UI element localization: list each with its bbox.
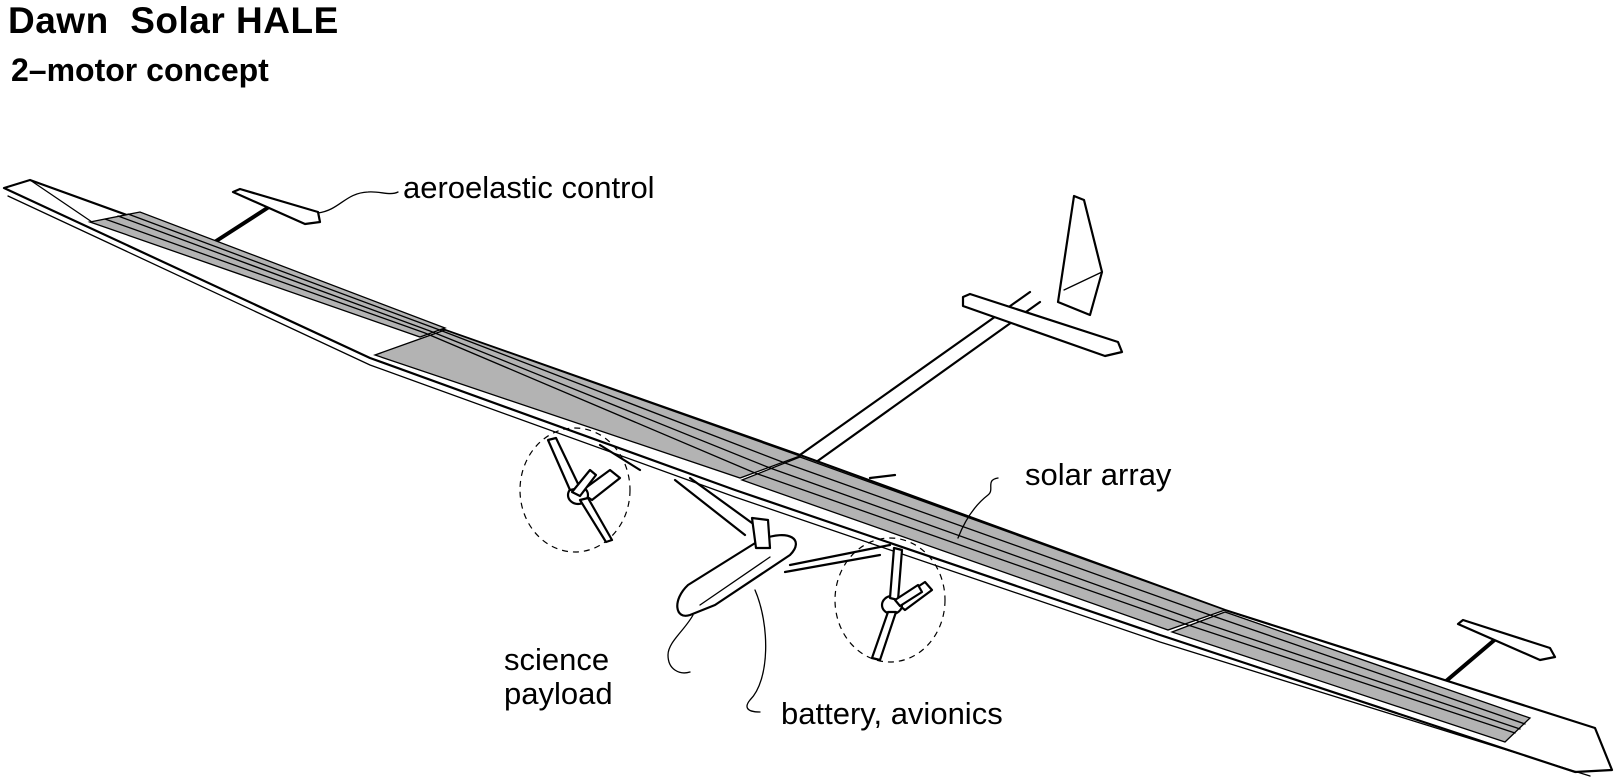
vertical-fin bbox=[1056, 194, 1104, 317]
solar-array-label: solar array bbox=[1025, 457, 1172, 492]
left-propeller bbox=[519, 427, 631, 553]
struts bbox=[598, 443, 897, 574]
science-payload-label: science payload bbox=[504, 642, 613, 711]
aeroelastic-control-left bbox=[208, 187, 322, 247]
horizontal-tail bbox=[961, 292, 1124, 358]
leader-lines bbox=[317, 191, 999, 713]
right-propeller bbox=[834, 537, 946, 663]
tail-boom bbox=[788, 290, 1042, 472]
aeroelastic-control-label: aeroelastic control bbox=[403, 170, 655, 205]
diagram-subtitle: 2–motor concept bbox=[11, 52, 269, 88]
solar-array bbox=[87, 211, 1532, 743]
battery-avionics-label: battery, avionics bbox=[781, 696, 1003, 731]
diagram-title: Dawn Solar HALE bbox=[8, 0, 339, 41]
fuselage-pod bbox=[676, 516, 797, 617]
